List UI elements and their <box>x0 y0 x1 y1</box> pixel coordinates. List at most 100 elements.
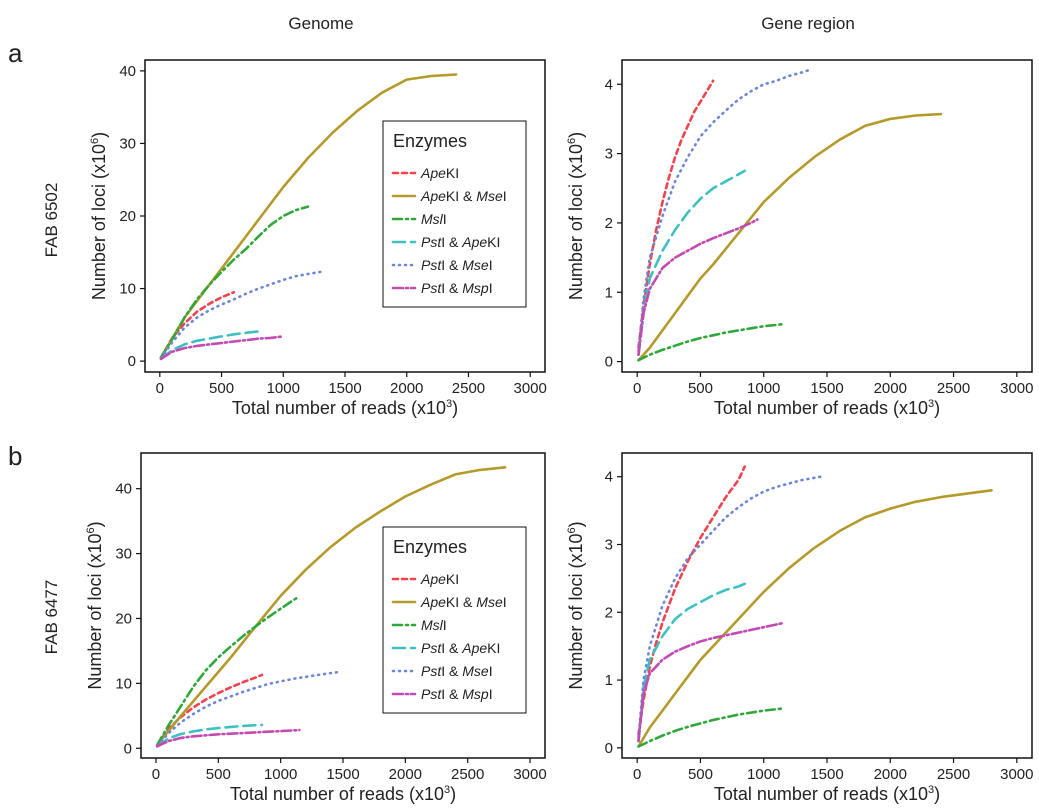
legend-label: MslI <box>421 617 447 633</box>
series-line-5 <box>159 270 322 360</box>
series-line-5 <box>637 475 822 739</box>
x-tick-label: 1000 <box>747 380 780 397</box>
x-tick-label: 0 <box>152 766 160 783</box>
y-axis-title: Number of loci (x106) <box>566 521 586 689</box>
legend-label: PstI & MspI <box>421 280 493 296</box>
x-tick-label: 3000 <box>513 380 546 397</box>
series-line-3 <box>159 205 310 359</box>
y-tick-label: 3 <box>605 537 613 554</box>
y-tick-label: 0 <box>128 353 136 370</box>
series-line-6 <box>159 335 285 361</box>
panel-letter-b: b <box>8 441 22 471</box>
x-tick-label: 2500 <box>452 380 485 397</box>
series-line-3 <box>637 322 784 362</box>
y-tick-label: 10 <box>119 281 136 298</box>
x-tick-label: 2500 <box>937 380 970 397</box>
column-title-gene-region: Gene region <box>761 14 855 33</box>
x-tick-label: 500 <box>688 766 713 783</box>
y-tick-label: 20 <box>119 208 136 225</box>
legend-label: PstI & ApeKI <box>421 234 500 250</box>
plot-frame <box>621 59 1033 373</box>
legend-label: PstI & MseI <box>421 257 493 273</box>
y-axis-title: Number of loci (x106) <box>566 132 586 300</box>
y-tick-label: 0 <box>605 740 613 757</box>
series-line-2 <box>155 466 507 747</box>
y-axis-title: Number of loci (x106) <box>89 132 109 300</box>
y-tick-label: 0 <box>605 354 613 371</box>
legend: Enzymes ApeKI ApeKI & MseI MslI PstI & ApeKI… <box>382 526 527 714</box>
legend-label: PstI & MspI <box>421 686 493 702</box>
chart-panel-b-genome: 0 500 1000 1500 2000 2500 3000 0 10 20 30 40 Total n… <box>85 452 547 804</box>
series-line-2 <box>637 489 993 748</box>
series-line-6 <box>155 728 301 748</box>
legend-label: ApeKI <box>420 571 459 587</box>
x-tick-label: 1500 <box>326 766 359 783</box>
y-tick-label: 40 <box>115 481 132 498</box>
y-tick-label: 30 <box>115 546 132 563</box>
row-title-fab-6477: FAB 6477 <box>42 580 61 655</box>
y-tick-label: 3 <box>605 146 613 163</box>
x-axis-title: Total number of reads (x103) <box>714 784 940 804</box>
series-line-3 <box>637 707 784 748</box>
x-axis-title: Total number of reads (x103) <box>230 784 456 804</box>
x-tick-label: 0 <box>156 380 164 397</box>
series-line-5 <box>637 69 810 353</box>
plot-frame <box>621 452 1033 759</box>
y-tick-label: 30 <box>119 135 136 152</box>
series-line-4 <box>637 582 746 743</box>
x-tick-label: 2000 <box>874 380 907 397</box>
legend: Enzymes ApeKI ApeKI & MseI MslI PstI & ApeKI… <box>382 120 527 308</box>
legend-label: ApeKI & MseI <box>420 594 507 610</box>
legend-label: ApeKI <box>420 165 459 181</box>
row-title-fab-6502: FAB 6502 <box>42 183 61 258</box>
y-axis-title: Number of loci (x106) <box>85 521 105 689</box>
x-tick-label: 3000 <box>1000 380 1033 397</box>
column-title-genome: Genome <box>288 14 353 33</box>
legend-label: PstI & MseI <box>421 663 493 679</box>
panel-letter-a: a <box>8 38 23 68</box>
legend-box <box>382 120 527 308</box>
chart-panel-a-gene-region: 0 500 1000 1500 2000 2500 3000 0 1 2 3 4 Total numbe… <box>566 59 1034 418</box>
series-line-2 <box>637 112 943 362</box>
x-tick-label: 2500 <box>451 766 484 783</box>
series-line-3 <box>155 595 301 747</box>
x-axis-title: Total number of reads (x103) <box>714 398 940 418</box>
x-tick-label: 3000 <box>513 766 546 783</box>
x-tick-label: 1500 <box>810 380 843 397</box>
series-line-4 <box>155 723 264 748</box>
series-line-1 <box>637 79 715 349</box>
x-tick-label: 3000 <box>1000 766 1033 783</box>
x-tick-label: 500 <box>206 766 231 783</box>
series-line-6 <box>637 621 784 743</box>
x-tick-label: 1000 <box>267 380 300 397</box>
y-tick-label: 0 <box>124 740 132 757</box>
series-line-1 <box>637 465 746 736</box>
x-tick-label: 1000 <box>264 766 297 783</box>
x-tick-label: 2000 <box>389 766 422 783</box>
x-tick-label: 2000 <box>390 380 423 397</box>
legend-box <box>382 526 527 714</box>
y-tick-label: 4 <box>605 76 613 93</box>
legend-label: PstI & ApeKI <box>421 640 500 656</box>
chart-panel-a-genome: 0 500 1000 1500 2000 2500 3000 0 10 20 30 40 Total n… <box>89 59 547 418</box>
series-line-4 <box>637 169 746 356</box>
series-line-2 <box>159 73 458 359</box>
x-tick-label: 500 <box>209 380 234 397</box>
x-tick-label: 1500 <box>328 380 361 397</box>
legend-label: MslI <box>421 211 447 227</box>
y-tick-label: 2 <box>605 604 613 621</box>
x-tick-label: 2500 <box>937 766 970 783</box>
y-tick-label: 1 <box>605 672 613 689</box>
x-tick-label: 1500 <box>810 766 843 783</box>
legend-title: Enzymes <box>393 537 467 557</box>
y-tick-label: 40 <box>119 63 136 80</box>
x-tick-label: 2000 <box>874 766 907 783</box>
y-tick-label: 10 <box>115 675 132 692</box>
x-axis-title: Total number of reads (x103) <box>232 398 458 418</box>
legend-title: Enzymes <box>393 131 467 151</box>
y-tick-label: 2 <box>605 215 613 232</box>
x-tick-label: 0 <box>633 380 641 397</box>
series-line-6 <box>637 218 759 356</box>
